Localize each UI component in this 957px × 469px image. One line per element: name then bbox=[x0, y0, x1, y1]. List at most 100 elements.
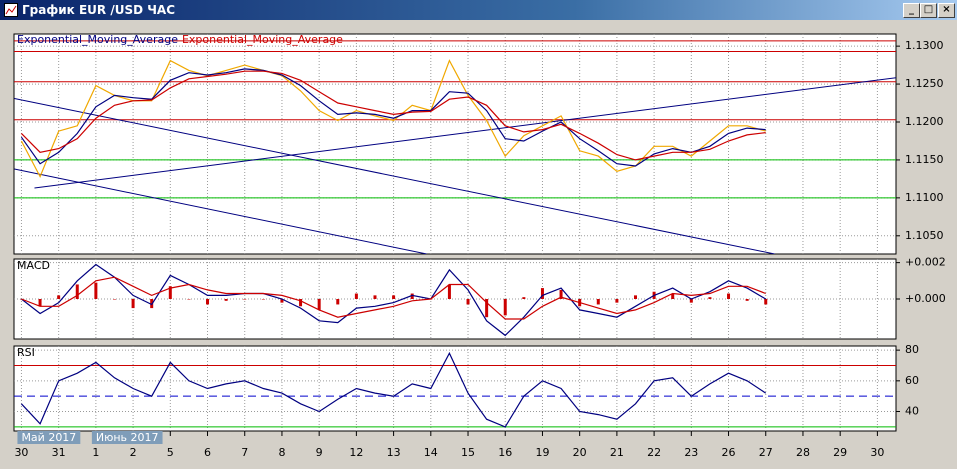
trend-line bbox=[14, 168, 427, 254]
histogram-bar bbox=[540, 288, 544, 299]
x-tick-label: 28 bbox=[796, 446, 810, 459]
y-tick-label: 1.1300 bbox=[905, 39, 944, 52]
series-line bbox=[20, 351, 767, 428]
y-tick-label: +0.002 bbox=[905, 256, 946, 269]
x-tick-label: 13 bbox=[387, 446, 401, 459]
panel-title: RSI bbox=[17, 346, 35, 359]
histogram-bar bbox=[299, 299, 303, 307]
x-tick-label: 19 bbox=[535, 446, 549, 459]
maximize-button[interactable]: □ bbox=[920, 3, 937, 18]
x-tick-label: 22 bbox=[647, 446, 661, 459]
histogram-bar bbox=[317, 299, 321, 310]
series-line bbox=[20, 70, 766, 161]
histogram-bar bbox=[354, 293, 358, 299]
x-tick-label: 23 bbox=[684, 446, 698, 459]
histogram-bar bbox=[187, 299, 191, 300]
histogram-bar bbox=[38, 299, 42, 307]
histogram-bar bbox=[131, 299, 135, 309]
x-tick-label: 15 bbox=[461, 446, 475, 459]
x-tick-label: 16 bbox=[498, 446, 512, 459]
histogram-bar bbox=[224, 299, 228, 301]
histogram-bar bbox=[373, 295, 377, 299]
histogram-bar bbox=[615, 299, 619, 303]
x-tick-label: 30 bbox=[870, 446, 884, 459]
histogram-bar bbox=[75, 284, 79, 299]
x-tick-label: 8 bbox=[278, 446, 285, 459]
x-tick-label: 21 bbox=[610, 446, 624, 459]
x-tick-label: 7 bbox=[241, 446, 248, 459]
x-tick-label: 2 bbox=[130, 446, 137, 459]
histogram-bar bbox=[485, 299, 489, 318]
x-tick-label: 9 bbox=[316, 446, 323, 459]
month-label-box bbox=[17, 431, 81, 444]
series-line bbox=[20, 68, 766, 167]
histogram-bar bbox=[522, 297, 526, 299]
x-tick-label: 26 bbox=[722, 446, 736, 459]
histogram-bar bbox=[447, 284, 451, 299]
panel-title: MACD bbox=[17, 259, 50, 272]
x-tick-label: 6 bbox=[204, 446, 211, 459]
legend-entry: Exponential_Moving_Average bbox=[182, 33, 343, 46]
x-tick-label: 30 bbox=[14, 446, 28, 459]
y-tick-label: 1.1250 bbox=[905, 77, 944, 90]
y-tick-label: 1.1050 bbox=[905, 229, 944, 242]
histogram-bar bbox=[671, 293, 675, 299]
y-tick-label: +0.000 bbox=[905, 292, 946, 305]
close-button[interactable]: × bbox=[938, 3, 955, 18]
histogram-bar bbox=[466, 299, 470, 305]
plot bbox=[14, 34, 896, 254]
month-label-box bbox=[91, 431, 163, 444]
series-line bbox=[21, 276, 766, 320]
histogram-bar bbox=[57, 295, 61, 299]
window-title: График EUR /USD ЧАС bbox=[22, 3, 176, 17]
x-tick-label: 5 bbox=[167, 446, 174, 459]
x-tick-label: 31 bbox=[52, 446, 66, 459]
plot bbox=[14, 259, 896, 339]
plot bbox=[14, 346, 896, 431]
histogram-bar bbox=[392, 295, 396, 299]
window-icon bbox=[4, 3, 18, 17]
histogram-bar bbox=[633, 295, 637, 299]
month-label: Май 2017 bbox=[21, 431, 76, 444]
x-tick-label: 1 bbox=[92, 446, 99, 459]
panel bbox=[13, 33, 897, 255]
histogram-bar bbox=[727, 293, 731, 299]
y-tick-label: 1.1100 bbox=[905, 191, 944, 204]
title-bar: График EUR /USD ЧАС _ □ × bbox=[0, 0, 957, 20]
trend-line bbox=[14, 97, 775, 254]
x-tick-label: 14 bbox=[424, 446, 438, 459]
x-tick-label: 29 bbox=[833, 446, 847, 459]
histogram-bar bbox=[745, 299, 749, 301]
histogram-bar bbox=[206, 299, 210, 305]
histogram-bar bbox=[708, 297, 712, 299]
x-tick-label: 20 bbox=[573, 446, 587, 459]
histogram-bar bbox=[168, 286, 172, 299]
histogram-bar bbox=[261, 299, 265, 300]
series-line bbox=[21, 263, 767, 337]
histogram-bar bbox=[112, 299, 116, 300]
histogram-bar bbox=[559, 289, 563, 299]
x-tick-label: 27 bbox=[759, 446, 773, 459]
y-tick-label: 1.1200 bbox=[905, 115, 944, 128]
histogram-bar bbox=[503, 299, 507, 316]
legend-entry: Exponential_Moving_Average bbox=[17, 33, 178, 46]
histogram-bar bbox=[596, 299, 600, 305]
histogram-bar bbox=[689, 299, 693, 303]
x-tick-label: 12 bbox=[349, 446, 363, 459]
histogram-bar bbox=[243, 299, 247, 300]
histogram-bar bbox=[410, 293, 414, 299]
histogram-bar bbox=[764, 299, 768, 305]
trend-line bbox=[34, 77, 896, 189]
y-tick-label: 60 bbox=[905, 374, 919, 387]
histogram-bar bbox=[94, 282, 98, 299]
y-tick-label: 40 bbox=[905, 405, 919, 418]
histogram-bar bbox=[280, 299, 284, 303]
minimize-button[interactable]: _ bbox=[903, 3, 920, 18]
y-tick-label: 1.1150 bbox=[905, 153, 944, 166]
month-label: Июнь 2017 bbox=[96, 431, 159, 444]
panel bbox=[13, 345, 897, 432]
y-tick-label: 80 bbox=[905, 343, 919, 356]
histogram-bar bbox=[336, 299, 340, 305]
